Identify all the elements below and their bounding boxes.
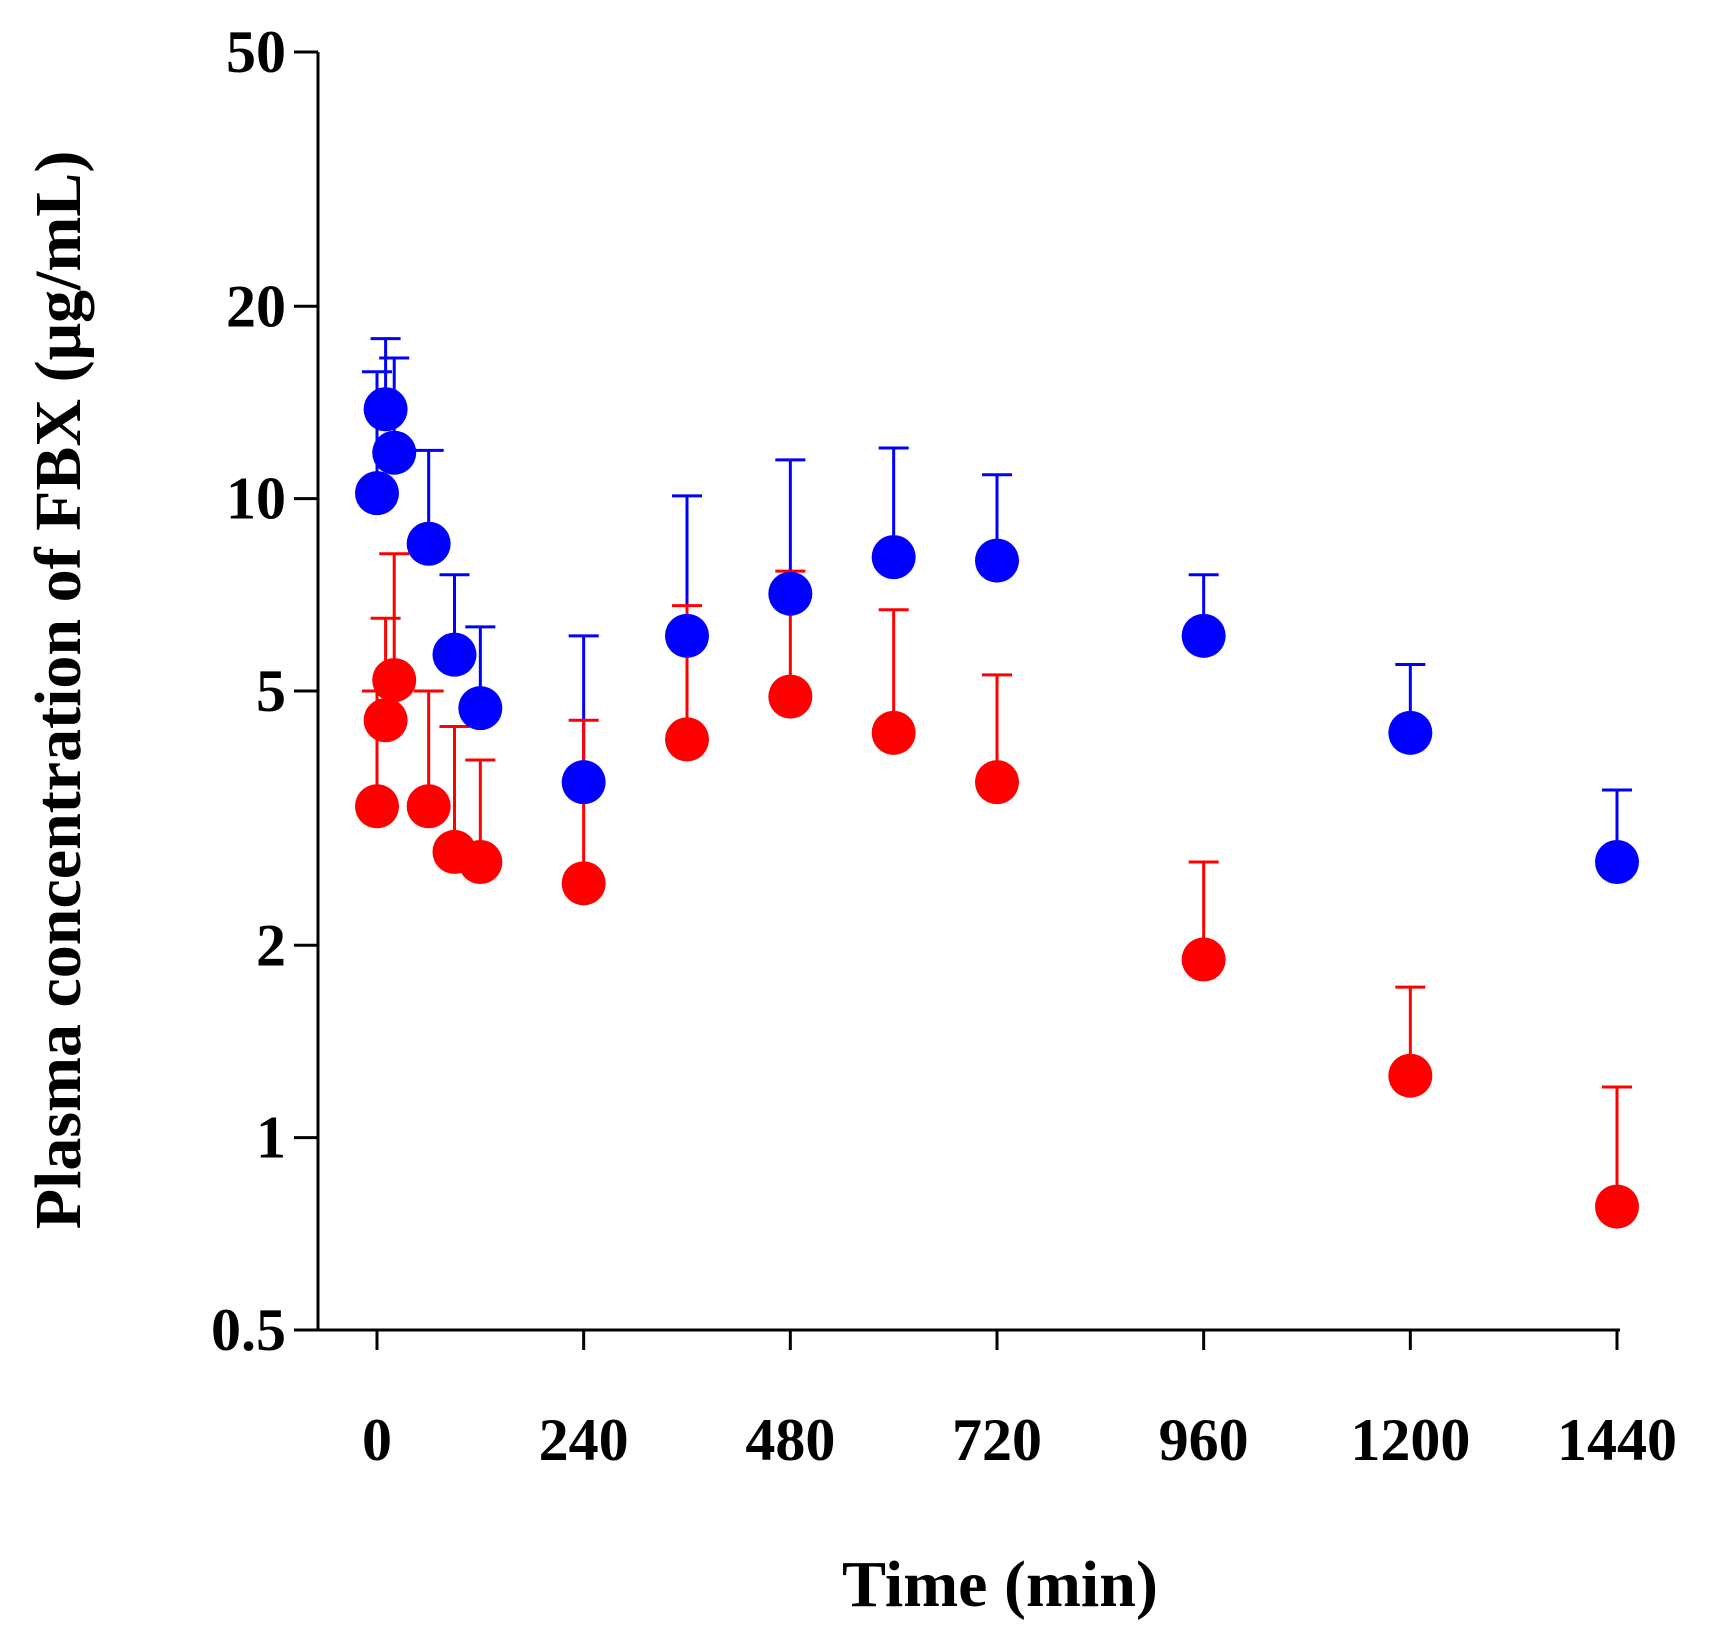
data-point bbox=[1181, 937, 1226, 982]
data-point bbox=[561, 861, 606, 906]
data-point bbox=[975, 538, 1019, 583]
data-point bbox=[561, 760, 606, 805]
data-point bbox=[1388, 710, 1433, 755]
data-point bbox=[1181, 613, 1226, 658]
x-tick-label: 0 bbox=[362, 1407, 392, 1473]
data-point bbox=[665, 613, 709, 658]
data-point bbox=[372, 430, 417, 475]
y-ticks: 0.5 1 2 5 10 20 50 bbox=[211, 19, 318, 1363]
data-point bbox=[1388, 1053, 1433, 1098]
data-points bbox=[355, 387, 1639, 1229]
x-tick-label: 960 bbox=[1159, 1407, 1249, 1473]
data-point bbox=[363, 387, 408, 432]
x-tick-label: 720 bbox=[952, 1407, 1042, 1473]
y-tick-label: 50 bbox=[226, 19, 286, 85]
data-point bbox=[432, 632, 477, 677]
data-point bbox=[363, 698, 408, 743]
x-tick-label: 240 bbox=[539, 1407, 629, 1473]
x-tick-label: 1200 bbox=[1350, 1407, 1470, 1473]
y-tick-label: 0.5 bbox=[211, 1297, 286, 1363]
data-point bbox=[665, 717, 709, 762]
y-tick-label: 2 bbox=[256, 912, 286, 978]
y-tick-label: 20 bbox=[226, 273, 286, 339]
data-point bbox=[768, 571, 813, 616]
x-axis-title: Time (min) bbox=[842, 1548, 1158, 1621]
y-tick-label: 5 bbox=[256, 658, 286, 724]
y-tick-label: 1 bbox=[256, 1105, 286, 1171]
y-tick-label: 10 bbox=[226, 466, 286, 532]
data-point bbox=[975, 760, 1019, 805]
data-point bbox=[355, 784, 399, 829]
x-tick-label: 1440 bbox=[1557, 1407, 1677, 1473]
data-point bbox=[871, 535, 916, 580]
data-point bbox=[458, 840, 503, 885]
x-ticks: 0 240 480 720 960 1200 1440 bbox=[362, 1330, 1677, 1473]
data-point bbox=[768, 674, 813, 719]
data-point bbox=[406, 521, 451, 566]
data-point bbox=[1595, 840, 1639, 885]
data-point bbox=[871, 710, 916, 755]
x-tick-label: 480 bbox=[745, 1407, 835, 1473]
axes: 0.5 1 2 5 10 20 50 0 240 480 720 960 1200 1440 bbox=[211, 19, 1677, 1473]
y-axis-title: Plasma concentration of FBX (μg/mL) bbox=[22, 151, 95, 1230]
data-point bbox=[406, 784, 451, 829]
data-point bbox=[372, 658, 417, 703]
data-point bbox=[355, 471, 399, 516]
data-point bbox=[1595, 1184, 1639, 1229]
data-point bbox=[458, 686, 503, 731]
